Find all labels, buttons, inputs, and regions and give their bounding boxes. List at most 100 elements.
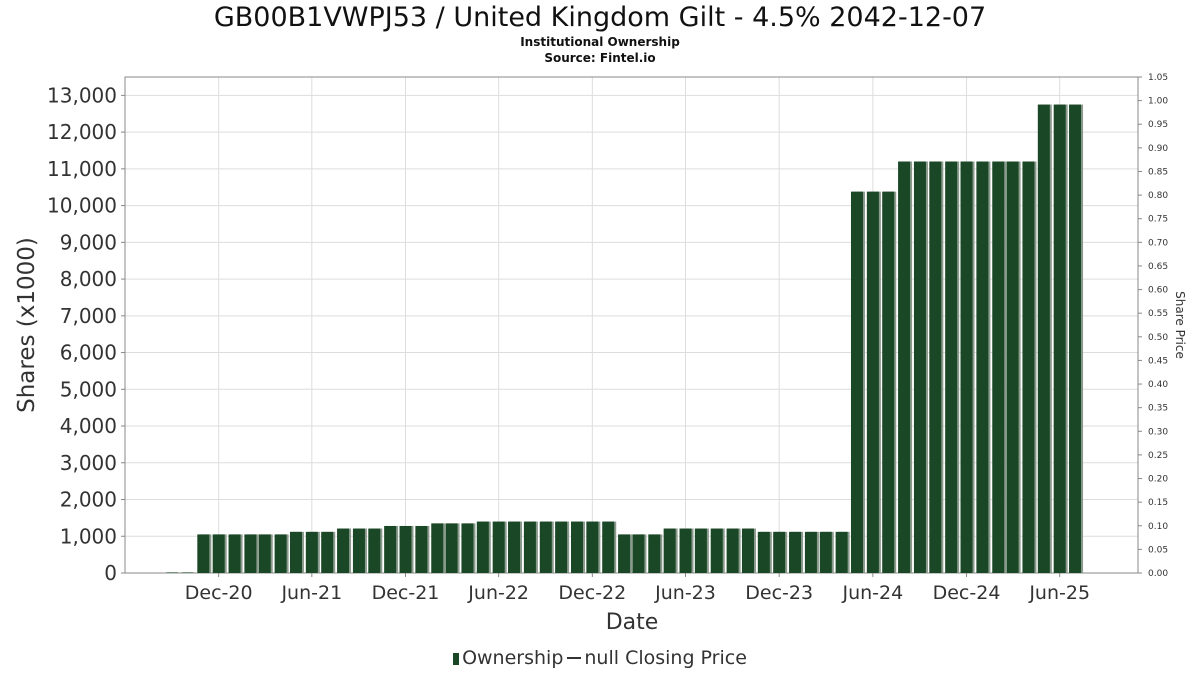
ownership-bar bbox=[804, 531, 817, 573]
ownership-bar bbox=[992, 161, 1005, 573]
ownership-bar bbox=[789, 531, 802, 573]
ownership-bar bbox=[399, 525, 412, 573]
y2-tick-label: 0.75 bbox=[1148, 215, 1168, 225]
y-tick-label: 13,000 bbox=[47, 83, 117, 107]
ownership-bar bbox=[289, 531, 302, 573]
y-tick-label: 9,000 bbox=[60, 230, 117, 254]
ownership-bar bbox=[523, 521, 536, 573]
chart-subtitle: Institutional Ownership bbox=[520, 35, 680, 49]
x-tick-label: Dec-21 bbox=[372, 582, 440, 604]
y2-axis-label: Share Price bbox=[1173, 291, 1187, 359]
x-tick-label: Dec-20 bbox=[185, 582, 253, 604]
y2-tick-label: 0.50 bbox=[1148, 333, 1168, 343]
ownership-bar bbox=[1006, 161, 1019, 573]
ownership-bar bbox=[663, 528, 676, 573]
ownership-bar bbox=[384, 525, 397, 573]
ownership-bar bbox=[898, 161, 911, 573]
x-tick-label: Dec-23 bbox=[745, 582, 813, 604]
legend: Ownership null Closing Price bbox=[0, 647, 1200, 669]
ownership-bar bbox=[197, 534, 210, 573]
y2-tick-label: 0.10 bbox=[1148, 522, 1168, 532]
chart-source: Source: Fintel.io bbox=[544, 51, 656, 65]
x-tick-label: Dec-24 bbox=[933, 582, 1001, 604]
y2-axis-ticks: 0.00 0.05 0.10 0.15 0.20 0.25 0.30 0.35 0.40 0.45… bbox=[1138, 73, 1168, 579]
y2-tick-label: 0.20 bbox=[1148, 475, 1168, 485]
y2-tick-label: 0.00 bbox=[1148, 569, 1168, 579]
x-tick-label: Jun-22 bbox=[467, 582, 529, 604]
y2-tick-label: 0.65 bbox=[1148, 262, 1168, 272]
y2-tick-label: 0.25 bbox=[1148, 451, 1168, 461]
ownership-bar bbox=[539, 521, 552, 573]
y2-tick-label: 0.35 bbox=[1148, 404, 1168, 414]
ownership-bar bbox=[976, 161, 989, 573]
ownership-bar bbox=[757, 531, 770, 573]
ownership-bar bbox=[726, 528, 739, 573]
y2-tick-label: 1.05 bbox=[1148, 73, 1168, 83]
y2-tick-label: 0.95 bbox=[1148, 120, 1168, 130]
ownership-bar bbox=[431, 523, 444, 573]
y-tick-label: 6,000 bbox=[60, 341, 117, 365]
chart-title: GB00B1VWPJ53 / United Kingdom Gilt - 4.5… bbox=[213, 2, 987, 33]
ownership-bar bbox=[212, 534, 225, 573]
ownership-bar bbox=[492, 521, 505, 573]
ownership-bar bbox=[960, 161, 973, 573]
ownership-bar bbox=[555, 521, 568, 573]
x-tick-label: Dec-22 bbox=[558, 582, 626, 604]
y-axis-ticks: 0 1,000 2,000 3,000 4,000 5,000 6,000 7,000 8,00… bbox=[47, 83, 125, 585]
ownership-bar bbox=[1037, 104, 1050, 574]
ownership-chart: 0 1,000 2,000 3,000 4,000 5,000 6,000 7,000 8,00… bbox=[14, 73, 1187, 635]
ownership-bar bbox=[882, 191, 895, 573]
ownership-bar bbox=[694, 528, 707, 573]
x-tick-label: Jun-21 bbox=[280, 582, 342, 604]
y2-tick-label: 1.00 bbox=[1148, 97, 1168, 107]
ownership-bar bbox=[352, 528, 365, 573]
ownership-bar bbox=[632, 534, 645, 573]
y-tick-label: 10,000 bbox=[47, 194, 117, 218]
y-tick-label: 0 bbox=[104, 561, 117, 585]
y2-tick-label: 0.05 bbox=[1148, 545, 1168, 555]
ownership-bar bbox=[850, 191, 863, 573]
y-tick-label: 1,000 bbox=[60, 524, 117, 548]
ownership-bar bbox=[508, 521, 521, 573]
ownership-bar bbox=[945, 161, 958, 573]
y2-tick-label: 0.90 bbox=[1148, 144, 1168, 154]
x-axis-label: Date bbox=[606, 610, 659, 635]
y-axis-label: Shares (x1000) bbox=[14, 237, 40, 413]
ownership-bar bbox=[679, 528, 692, 573]
x-tick-label: Jun-23 bbox=[654, 582, 716, 604]
ownership-bar bbox=[1053, 104, 1066, 574]
ownership-bar bbox=[181, 572, 194, 573]
ownership-bar bbox=[866, 191, 879, 573]
y2-tick-label: 0.85 bbox=[1148, 167, 1168, 177]
ownership-bar bbox=[773, 531, 786, 573]
ownership-bar bbox=[913, 161, 926, 573]
ownership-bar bbox=[415, 525, 428, 573]
ownership-bar bbox=[586, 521, 599, 573]
y2-tick-label: 0.60 bbox=[1148, 286, 1168, 296]
ownership-bar bbox=[368, 528, 381, 573]
x-axis-ticks: Dec-20 Jun-21 Dec-21 Jun-22 Dec-22 Jun-23 Dec-… bbox=[185, 573, 1090, 604]
y-tick-label: 12,000 bbox=[47, 120, 117, 144]
y-tick-label: 4,000 bbox=[60, 414, 117, 438]
ownership-bar bbox=[476, 521, 489, 573]
x-tick-label: Jun-25 bbox=[1028, 582, 1090, 604]
y-tick-label: 8,000 bbox=[60, 267, 117, 291]
y2-tick-label: 0.30 bbox=[1148, 427, 1168, 437]
ownership-bar bbox=[228, 534, 241, 573]
ownership-bar bbox=[274, 534, 287, 573]
y2-tick-label: 0.45 bbox=[1148, 356, 1168, 366]
ownership-bar bbox=[305, 531, 318, 573]
ownership-bar bbox=[929, 161, 942, 573]
ownership-bar bbox=[618, 534, 631, 573]
ownership-bar bbox=[835, 531, 848, 573]
ownership-bar bbox=[337, 528, 350, 573]
ownership-legend-swatch bbox=[453, 653, 460, 665]
y-tick-label: 5,000 bbox=[60, 377, 117, 401]
ownership-bar bbox=[648, 534, 661, 573]
y-tick-label: 7,000 bbox=[60, 304, 117, 328]
ownership-bar bbox=[1022, 161, 1035, 573]
y2-tick-label: 0.70 bbox=[1148, 238, 1168, 248]
ownership-bar bbox=[244, 534, 257, 573]
y-tick-label: 2,000 bbox=[60, 488, 117, 512]
bars bbox=[166, 104, 1084, 574]
